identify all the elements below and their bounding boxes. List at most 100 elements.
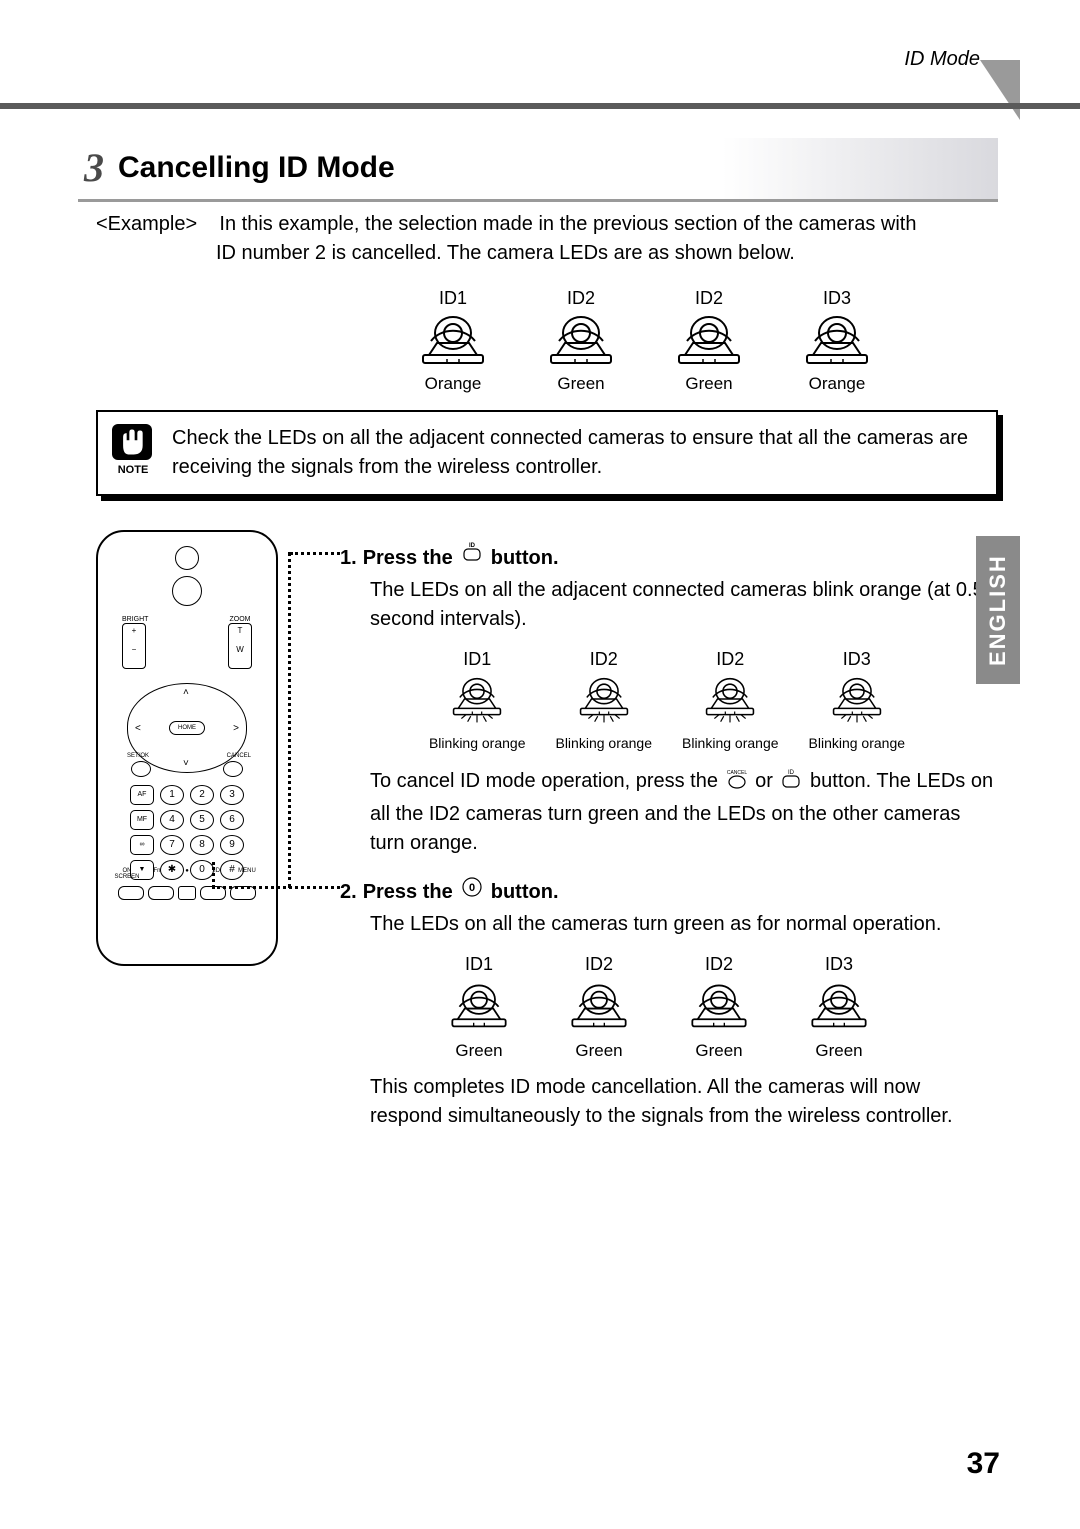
- menu-label: MENU: [233, 868, 261, 880]
- camera-status-label: Orange: [417, 374, 489, 394]
- camera-blink-icon: [698, 674, 762, 724]
- id-button-icon: [461, 540, 483, 564]
- camera-icon: [447, 980, 511, 1030]
- camera-icon: [417, 311, 489, 367]
- step-number: 2.: [340, 881, 357, 904]
- camera-row-final: ID1 Green ID2 Green ID2 Green ID3 Green: [380, 951, 938, 1063]
- camera-id-label: ID2: [673, 288, 745, 309]
- camera-id-label: ID1: [447, 951, 511, 977]
- example-block: <Example> In this example, the selection…: [96, 210, 990, 268]
- step-1-heading: 1. Press the button.: [340, 540, 998, 570]
- camera-status-label: Green: [673, 374, 745, 394]
- camera-id-label: ID1: [417, 288, 489, 309]
- zoom-label: ZOOM: [228, 616, 252, 623]
- language-tab: ENGLISH: [976, 536, 1020, 684]
- page-corner: [980, 60, 1020, 120]
- section-number: 3: [78, 144, 104, 191]
- bright-label: BRIGHT: [122, 616, 148, 623]
- step-2-body: The LEDs on all the cameras turn green a…: [370, 910, 998, 1131]
- fn-label: Fn: [143, 868, 171, 880]
- camera-status-label: Blinking orange: [555, 733, 652, 753]
- dotted-leader: [288, 552, 291, 888]
- step-body-text: The LEDs on all the adjacent connected c…: [370, 576, 998, 634]
- dotted-leader: [212, 862, 215, 888]
- keypad-icon: AF123 MF456 ∞789 ▼✱0#: [108, 785, 266, 880]
- camera-icon: [567, 980, 631, 1030]
- power-button-icon: [175, 546, 199, 570]
- camera-status-label: Green: [447, 1039, 511, 1064]
- step-1-body: The LEDs on all the adjacent connected c…: [370, 576, 998, 858]
- camera-status-label: Blinking orange: [429, 733, 526, 753]
- bright-rocker-icon: +−: [122, 623, 146, 669]
- step-text: button.: [491, 881, 559, 904]
- remote-control-illustration: BRIGHT +− ZOOM TW ˄˅ ˂˃ HOME SET/OK CANC…: [96, 530, 278, 966]
- camera-id-label: ID2: [687, 951, 751, 977]
- camera-blink-icon: [445, 674, 509, 724]
- rec-label: ●: [173, 868, 201, 880]
- step-number: 1.: [340, 547, 357, 570]
- camera-cell: ID3 Orange: [801, 288, 873, 394]
- note-icon: NOTE: [112, 424, 154, 476]
- camera-status-label: Blinking orange: [809, 733, 906, 753]
- step-body-text: To cancel ID mode operation, press the o…: [370, 767, 998, 858]
- section-title: Cancelling ID Mode: [118, 151, 395, 185]
- id-label: ID: [203, 868, 231, 880]
- camera-id-label: ID2: [682, 646, 779, 672]
- step-text: Press the: [363, 881, 453, 904]
- af-button-icon: AF: [130, 785, 154, 805]
- step-text: Press the: [363, 547, 453, 570]
- zoom-rocker-icon: TW: [228, 623, 252, 669]
- note-text: Check the LEDs on all the adjacent conne…: [172, 424, 982, 482]
- camera-row-initial: ID1 Orange ID2 Green ID2 Green ID3 Orang…: [330, 284, 960, 394]
- example-text-2: ID number 2 is cancelled. The camera LED…: [216, 239, 990, 268]
- header-mode-label: ID Mode: [904, 48, 980, 71]
- steps-block: 1. Press the button. The LEDs on all the…: [340, 540, 998, 1131]
- note-label: NOTE: [112, 464, 154, 476]
- camera-icon: [545, 311, 617, 367]
- header-bar: [0, 103, 1080, 109]
- cancel-label: CANCEL: [227, 753, 251, 759]
- camera-blink-icon: [572, 674, 636, 724]
- step-body-text: This completes ID mode cancellation. All…: [370, 1073, 998, 1131]
- dotted-leader: [290, 552, 340, 555]
- step-2-heading: 2. Press the button.: [340, 876, 998, 904]
- camera-id-label: ID3: [801, 288, 873, 309]
- camera-status-label: Green: [807, 1039, 871, 1064]
- camera-cell: ID2 Green: [673, 288, 745, 394]
- step-text: button.: [491, 547, 559, 570]
- camera-id-label: ID3: [809, 646, 906, 672]
- cancel-button-icon: [726, 767, 748, 791]
- step-body-text: The LEDs on all the cameras turn green a…: [370, 910, 998, 939]
- hand-icon: [116, 427, 148, 457]
- setok-button-icon: [131, 761, 151, 777]
- example-text-1: In this example, the selection made in t…: [219, 213, 916, 235]
- remote-led-icon: [172, 576, 202, 606]
- camera-status-label: Green: [567, 1039, 631, 1064]
- id-button-icon: [780, 767, 802, 791]
- onscreen-label: ON SCREEN: [113, 868, 141, 880]
- camera-status-label: Green: [545, 374, 617, 394]
- camera-blink-icon: [825, 674, 889, 724]
- camera-icon: [801, 311, 873, 367]
- section-heading: 3 Cancelling ID Mode: [78, 138, 998, 202]
- camera-id-label: ID2: [545, 288, 617, 309]
- camera-status-label: Green: [687, 1039, 751, 1064]
- page-number: 37: [967, 1447, 1000, 1481]
- camera-id-label: ID1: [429, 646, 526, 672]
- dpad-icon: ˄˅ ˂˃ HOME SET/OK CANCEL: [127, 683, 247, 773]
- home-button-icon: HOME: [169, 721, 205, 735]
- camera-icon: [807, 980, 871, 1030]
- camera-status-label: Orange: [801, 374, 873, 394]
- cancel-button-icon: [223, 761, 243, 777]
- camera-id-label: ID3: [807, 951, 871, 977]
- camera-row-blinking: ID1 Blinking orange ID2 Blinking orange ID…: [386, 646, 948, 753]
- camera-icon: [687, 980, 751, 1030]
- mf-button-icon: MF: [130, 810, 154, 830]
- camera-id-label: ID2: [567, 951, 631, 977]
- camera-icon: [673, 311, 745, 367]
- camera-cell: ID1 Orange: [417, 288, 489, 394]
- camera-cell: ID2 Green: [545, 288, 617, 394]
- zero-button-icon: [461, 876, 483, 898]
- dotted-leader: [212, 886, 340, 889]
- example-label: <Example>: [96, 213, 197, 235]
